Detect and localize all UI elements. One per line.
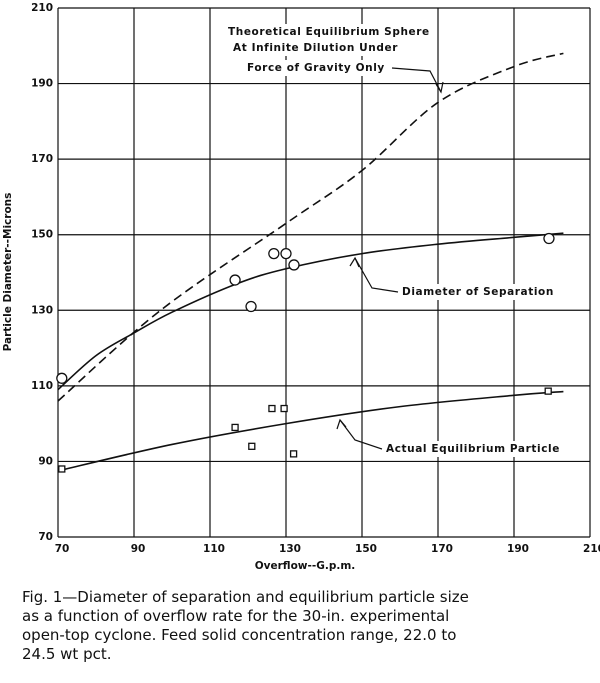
square-point — [248, 442, 256, 450]
annotation: Diameter of Separation — [402, 286, 554, 298]
leader-line — [339, 419, 383, 450]
leader-lines — [336, 67, 444, 450]
arrow-head — [336, 418, 347, 430]
square-point — [268, 404, 276, 413]
square-point — [544, 387, 552, 395]
arrow-head — [349, 256, 360, 268]
annotation: Force of Gravity Only — [247, 62, 385, 74]
x-tick-label: 190 — [507, 543, 529, 555]
circle-point — [288, 259, 300, 271]
y-tick-label: 210 — [31, 2, 53, 14]
x-tick-label: 130 — [279, 543, 301, 555]
annotation: Actual Equilibrium Particle — [386, 443, 560, 455]
annotation-bg — [244, 60, 390, 76]
caption-line: as a function of overflow rate for the 3… — [22, 607, 450, 625]
annotation-bg — [230, 40, 403, 56]
caption: Fig. 1—Diameter of separation and equili… — [22, 588, 592, 664]
y-tick-label: 170 — [31, 153, 53, 165]
y-tick-label: 70 — [38, 531, 53, 543]
x-tick-label: 70 — [55, 543, 70, 555]
circle-point — [268, 247, 280, 260]
annotation-bg — [383, 441, 565, 457]
y-tick-label: 190 — [31, 78, 53, 90]
y-axis-label: Particle Diameter--Microns — [2, 193, 14, 352]
x-tick-label: 110 — [203, 543, 225, 555]
circle-point — [245, 300, 257, 313]
circle-point — [56, 372, 68, 384]
square-point — [280, 404, 288, 413]
square-point — [289, 450, 298, 458]
x-tick-label: 150 — [355, 543, 377, 555]
x-tick-label: 210 — [583, 543, 600, 555]
square-point — [58, 465, 66, 473]
annotation: At Infinite Dilution Under — [233, 42, 398, 54]
curve — [57, 232, 564, 391]
circle-point — [543, 232, 555, 245]
caption-line: open-top cyclone. Feed solid concentrati… — [22, 626, 457, 644]
x-tick-label: 170 — [431, 543, 453, 555]
chart: Overflow--G.p.m. Particle Diameter--Micr… — [2, 2, 600, 572]
square-point — [231, 423, 239, 432]
circle-point — [229, 274, 241, 286]
annotation-bg — [225, 24, 435, 40]
y-tick-label: 150 — [31, 229, 53, 241]
leader-line — [391, 67, 442, 93]
y-tick-label: 130 — [31, 304, 53, 316]
annotation: Theoretical Equilibrium Sphere — [228, 26, 430, 38]
y-tick-label: 110 — [31, 380, 53, 392]
y-tick-label: 90 — [38, 455, 53, 467]
x-tick-label: 90 — [131, 543, 146, 555]
annotation-bg — [399, 284, 559, 300]
caption-line: 24.5 wt pct. — [22, 645, 112, 663]
leader-line — [354, 257, 399, 293]
caption-line: Fig. 1—Diameter of separation and equili… — [22, 588, 469, 606]
x-axis-label: Overflow--G.p.m. — [255, 560, 356, 572]
curve — [57, 390, 564, 472]
circle-point — [280, 247, 292, 260]
dashed-curve — [57, 52, 564, 402]
